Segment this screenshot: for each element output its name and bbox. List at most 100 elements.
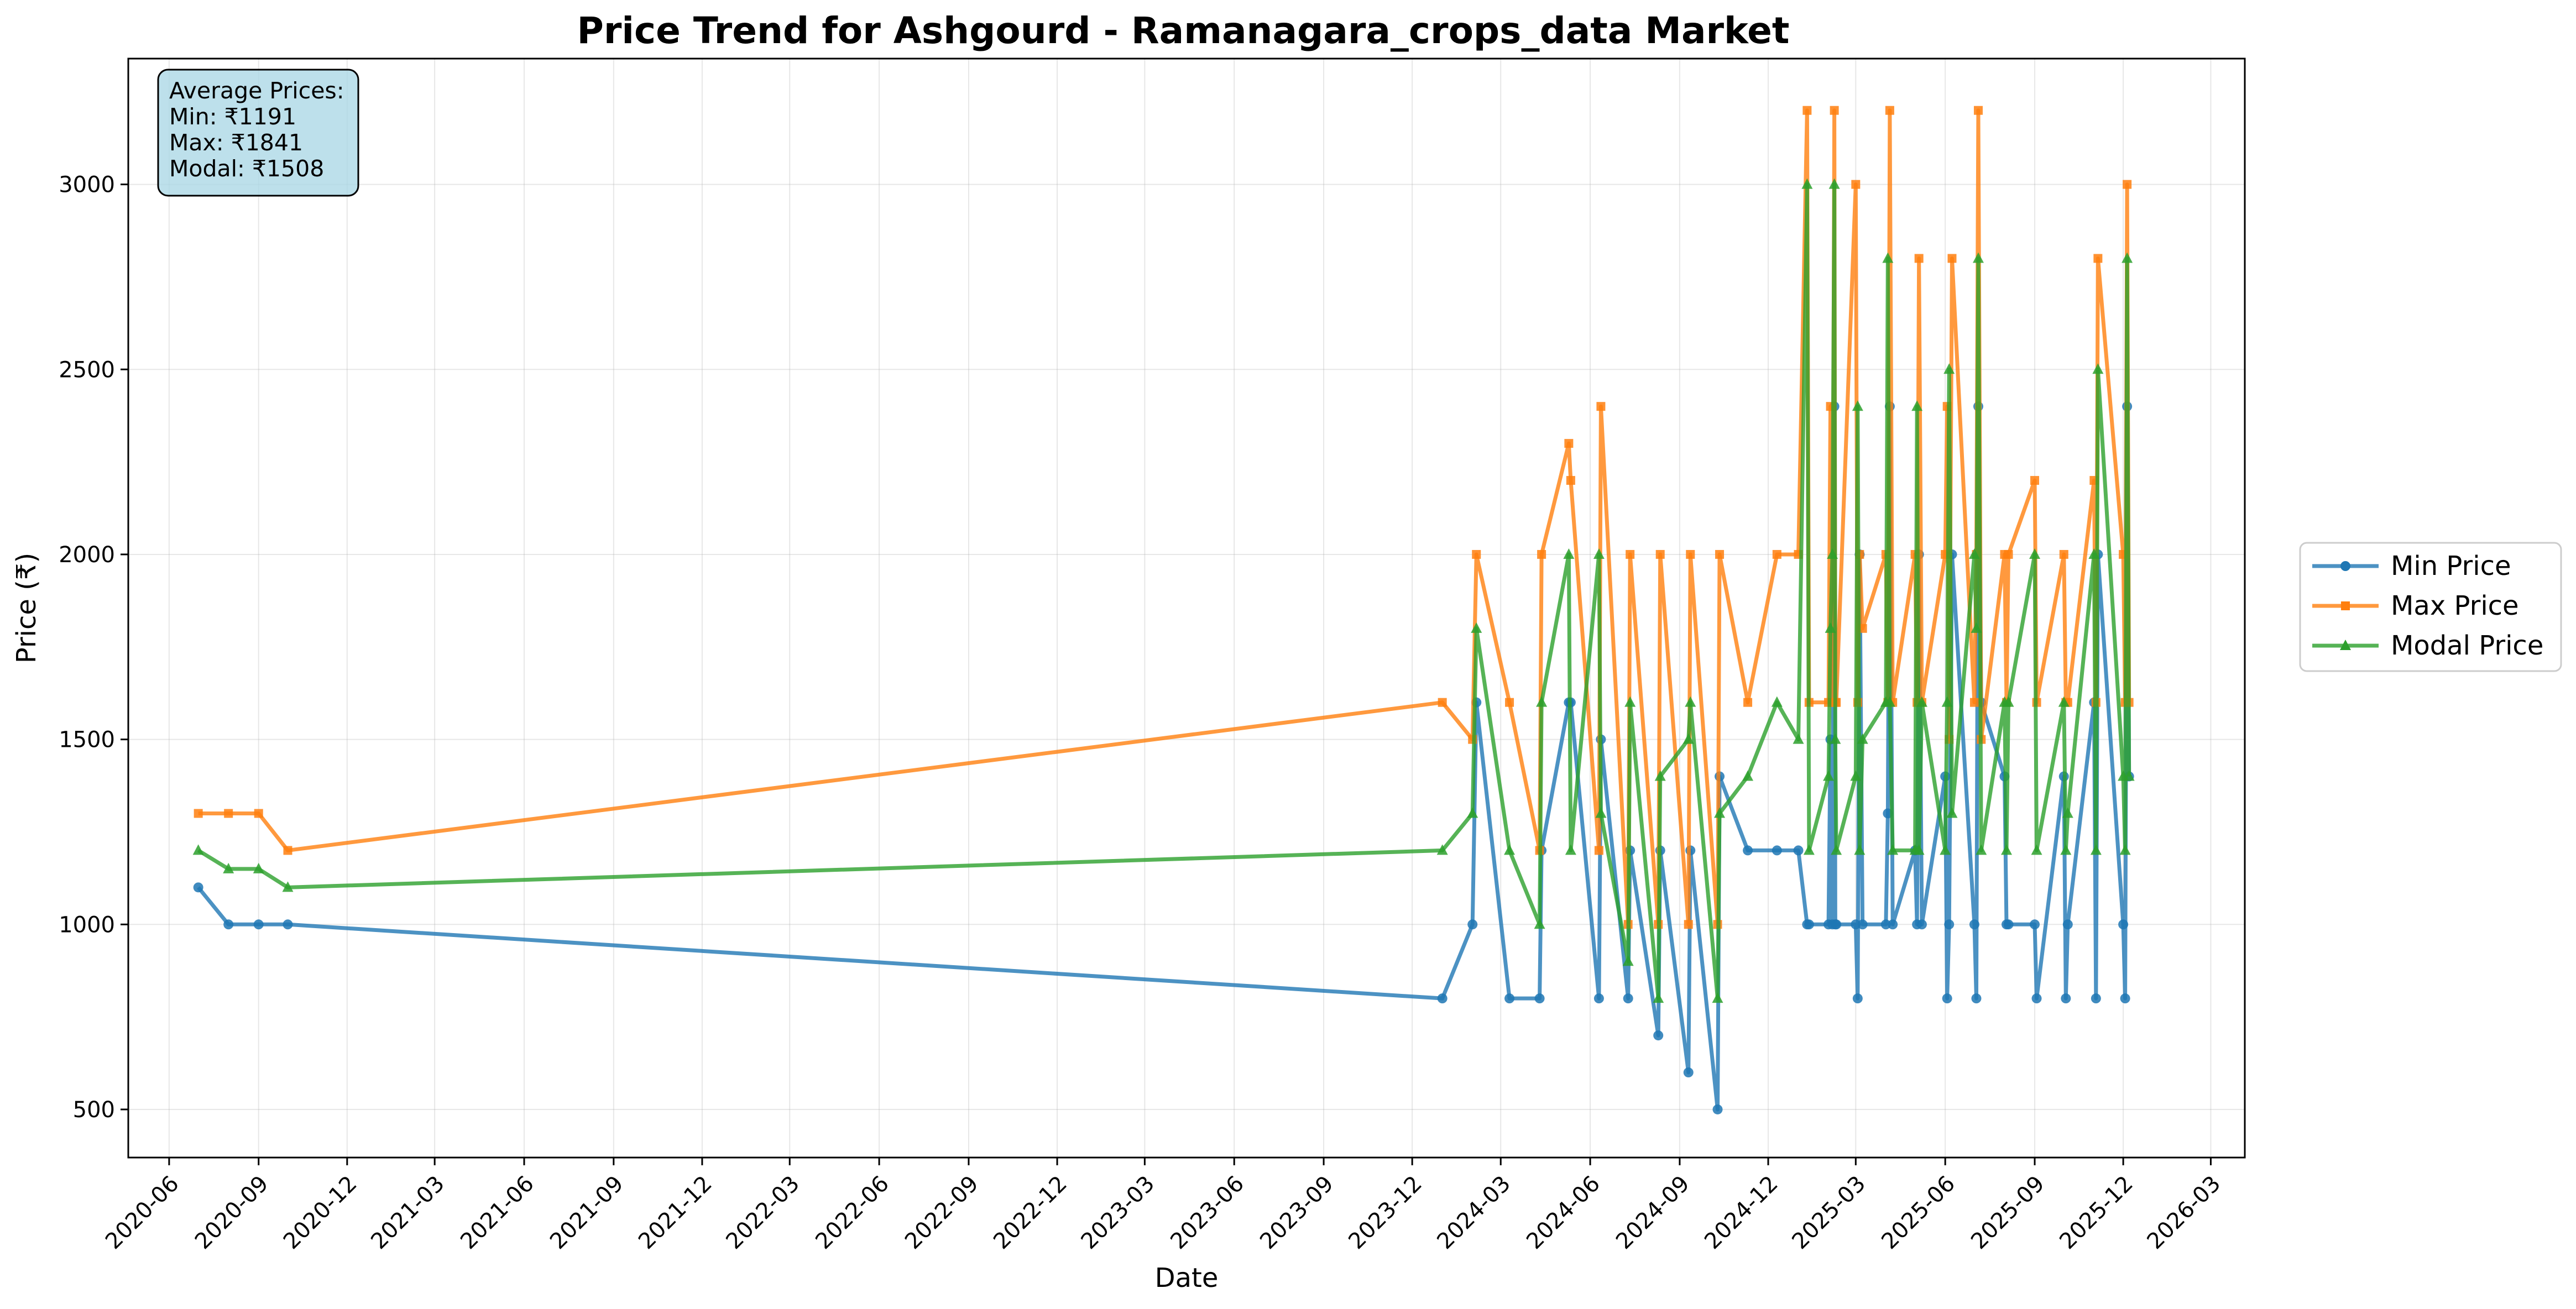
data-point-min-price: [223, 919, 234, 930]
data-point-modal-price: [1801, 178, 1813, 189]
data-point-modal-price: [2060, 844, 2072, 855]
series-layer: [192, 106, 2135, 1114]
x-tick-label: 2024-06: [1522, 1171, 1605, 1254]
data-point-modal-price: [1712, 992, 1723, 1003]
legend-swatch-marker: [2341, 601, 2350, 610]
data-point-modal-price: [223, 862, 234, 873]
x-tick-label: 2023-06: [1166, 1171, 1249, 1254]
y-tick-label: 1000: [59, 912, 115, 938]
data-point-min-price: [1804, 919, 1814, 930]
x-tick-label: 2023-03: [1077, 1171, 1160, 1254]
data-point-max-price: [224, 809, 233, 818]
data-point-modal-price: [1654, 770, 1666, 781]
data-point-modal-price: [1563, 548, 1575, 559]
x-tick-label: 2025-06: [1877, 1171, 1960, 1254]
data-point-modal-price: [2062, 807, 2073, 818]
data-point-max-price: [254, 809, 263, 818]
y-tick-label: 500: [73, 1097, 115, 1123]
data-point-modal-price: [1714, 807, 1726, 818]
data-point-modal-price: [1941, 696, 1953, 707]
data-point-modal-price: [1940, 844, 1951, 855]
data-point-max-price: [1947, 254, 1957, 263]
annotation-line: Modal: ₹1508: [169, 155, 324, 182]
x-tick-label: 2022-12: [989, 1171, 1072, 1254]
data-point-modal-price: [1825, 622, 1836, 633]
x-tick-label: 2024-12: [1700, 1171, 1783, 1254]
data-point-modal-price: [1852, 400, 1863, 411]
data-point-modal-price: [2092, 363, 2104, 374]
data-point-modal-price: [1831, 844, 1842, 855]
data-point-min-price: [1916, 919, 1927, 930]
legend-swatch-marker: [2340, 561, 2350, 571]
data-point-max-price: [1969, 698, 1979, 707]
data-point-max-price: [1772, 549, 1781, 559]
data-point-modal-price: [253, 862, 264, 873]
data-point-modal-price: [1854, 844, 1866, 855]
data-point-max-price: [1566, 476, 1575, 485]
legend-label: Max Price: [2391, 590, 2519, 621]
y-tick-label: 1500: [59, 727, 115, 753]
data-point-modal-price: [1913, 844, 1925, 855]
data-point-modal-price: [1968, 548, 1980, 559]
x-tick-label: 2022-03: [721, 1171, 804, 1254]
x-tick-label: 2023-12: [1344, 1171, 1427, 1254]
legend-box: [2299, 542, 2562, 672]
x-tick-label: 2020-09: [190, 1171, 274, 1254]
data-point-min-price: [1888, 919, 1898, 930]
data-point-modal-price: [1850, 770, 1862, 781]
x-tick-label: 2025-03: [1787, 1171, 1870, 1254]
data-point-min-price: [1593, 993, 1604, 1004]
data-point-modal-price: [1857, 733, 1868, 744]
series-max-price: [194, 106, 2134, 929]
legend-item-modal-price: Modal Price: [2312, 630, 2543, 661]
series-line-modal-price: [197, 182, 2131, 1001]
x-tick-label: 2021-12: [634, 1171, 717, 1254]
data-point-max-price: [2123, 180, 2132, 189]
average-prices-annotation: Average Prices: Min: ₹1191 Max: ₹1841 Mo…: [157, 69, 359, 197]
data-point-modal-price: [1823, 770, 1835, 781]
data-point-modal-price: [1911, 400, 1923, 411]
data-point-max-price: [1743, 698, 1753, 707]
grid-layer: [128, 59, 2245, 1158]
data-point-min-price: [1653, 1030, 1664, 1041]
data-point-min-price: [1712, 1104, 1723, 1114]
data-point-min-price: [1743, 845, 1753, 856]
data-point-min-price: [1623, 993, 1633, 1004]
x-tick-label: 2022-06: [811, 1171, 894, 1254]
data-point-modal-price: [1595, 807, 1607, 818]
data-point-min-price: [1944, 919, 1955, 930]
x-tick-label: 2021-03: [366, 1171, 450, 1254]
legend-item-max-price: Max Price: [2312, 590, 2519, 621]
series-modal-price: [192, 178, 2135, 1003]
data-point-min-price: [1942, 993, 1952, 1004]
data-point-modal-price: [1830, 733, 1841, 744]
data-point-max-price: [1885, 106, 1894, 115]
y-axis-label: Price (₹): [11, 553, 42, 663]
data-point-min-price: [1793, 845, 1804, 856]
data-point-modal-price: [1536, 696, 1548, 707]
data-point-min-price: [1880, 919, 1891, 930]
x-tick-label: 2025-09: [1966, 1171, 2050, 1254]
data-point-modal-price: [1565, 844, 1576, 855]
data-point-modal-price: [1946, 807, 1958, 818]
data-point-max-price: [1537, 549, 1546, 559]
series-line-max-price: [198, 108, 2131, 926]
x-axis-ticks: 2020-06 2020-09 2020-12 2021-03 2021-06 2021-…: [101, 1158, 2225, 1254]
data-point-min-price: [1534, 993, 1545, 1004]
data-point-min-price: [1437, 993, 1448, 1004]
data-point-modal-price: [2031, 844, 2042, 855]
y-axis-ticks: 500 1000 1500 2000 2500 3000: [59, 172, 128, 1123]
annotation-line: Min: ₹1191: [169, 103, 296, 130]
data-point-max-price: [1472, 549, 1481, 559]
data-point-max-price: [283, 846, 292, 855]
annotation-line: Average Prices:: [169, 77, 344, 104]
x-tick-label: 2020-06: [101, 1171, 184, 1254]
data-point-modal-price: [1803, 844, 1815, 855]
data-point-min-price: [1504, 993, 1515, 1004]
data-point-modal-price: [1534, 918, 1545, 929]
y-tick-label: 3000: [59, 172, 115, 198]
data-point-max-price: [1438, 698, 1447, 707]
x-tick-label: 2025-12: [2055, 1171, 2138, 1254]
data-point-min-price: [193, 882, 203, 893]
